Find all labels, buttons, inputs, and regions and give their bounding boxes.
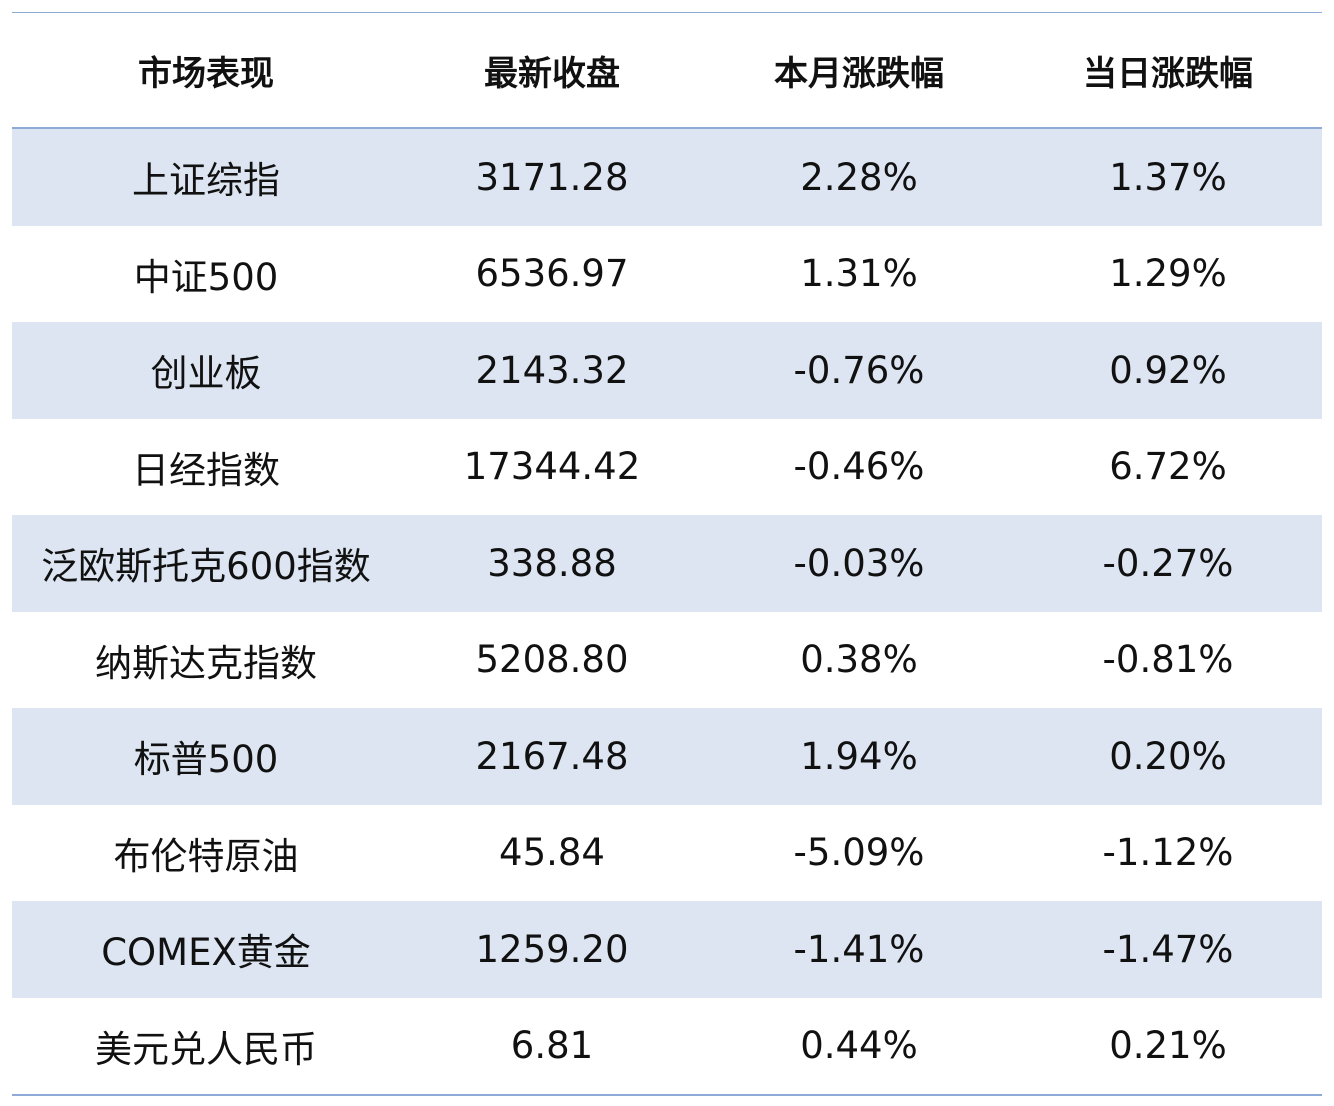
latest-close: 17344.42 [463,445,641,489]
market-performance-table: 市场表现 最新收盘 本月涨跌幅 当日涨跌幅 上证综指 3171.28 2.28%… [12,12,1322,1096]
market-name: 上证综指 [12,128,400,226]
table-row: 美元兑人民币 6.81 0.44% 0.21% [12,998,1322,1096]
table-row: 纳斯达克指数 5208.80 0.38% -0.81% [12,612,1322,709]
market-name: 布伦特原油 [113,834,299,878]
latest-close: 1259.20 [400,901,704,998]
market-name: 创业板 [12,322,400,419]
table-row: 布伦特原油 45.84 -5.09% -1.12% [12,805,1322,902]
market-name: 日经指数 [132,448,280,492]
month-change: -1.41% [704,901,1014,998]
market-name: 泛欧斯托克600指数 [12,515,400,612]
day-change: 1.29% [1109,252,1227,296]
month-change: 1.94% [704,708,1014,805]
header-latest-close: 最新收盘 [400,12,704,129]
header-market: 市场表现 [12,12,400,129]
market-name: 中证500 [133,255,279,299]
latest-close: 45.84 [499,831,605,875]
latest-close: 6.81 [510,1024,594,1068]
table-row: COMEX黄金 1259.20 -1.41% -1.47% [12,901,1322,998]
table-row: 日经指数 17344.42 -0.46% 6.72% [12,419,1322,516]
latest-close: 6536.97 [475,252,629,296]
table-row: 泛欧斯托克600指数 338.88 -0.03% -0.27% [12,515,1322,612]
table-row: 中证500 6536.97 1.31% 1.29% [12,226,1322,323]
month-change: -0.76% [704,322,1014,419]
header-day-change: 当日涨跌幅 [1014,12,1322,129]
day-change: 0.20% [1014,708,1322,805]
month-change: 1.31% [800,252,918,296]
month-change: -0.03% [704,515,1014,612]
market-name: 美元兑人民币 [95,1027,317,1071]
month-change: 0.44% [800,1024,918,1068]
latest-close: 5208.80 [475,638,629,682]
latest-close: 3171.28 [400,128,704,226]
month-change: 2.28% [704,128,1014,226]
header-month-change: 本月涨跌幅 [704,12,1014,129]
month-change: -0.46% [793,445,925,489]
latest-close: 338.88 [400,515,704,612]
day-change: -1.47% [1014,901,1322,998]
market-name: COMEX黄金 [12,901,400,998]
day-change: -1.12% [1102,831,1234,875]
latest-close: 2167.48 [400,708,704,805]
month-change: 0.38% [800,638,918,682]
market-name: 纳斯达克指数 [95,641,317,685]
table-row: 创业板 2143.32 -0.76% 0.92% [12,322,1322,419]
table-header: 市场表现 最新收盘 本月涨跌幅 当日涨跌幅 [12,12,1322,129]
day-change: -0.81% [1102,638,1234,682]
table-body: 上证综指 3171.28 2.28% 1.37% 中证500 6536.97 1… [12,128,1322,1095]
month-change: -5.09% [793,831,925,875]
day-change: 0.92% [1014,322,1322,419]
day-change: 1.37% [1014,128,1322,226]
day-change: 0.21% [1109,1024,1227,1068]
day-change: 6.72% [1109,445,1227,489]
table-row: 上证综指 3171.28 2.28% 1.37% [12,128,1322,226]
header-row: 市场表现 最新收盘 本月涨跌幅 当日涨跌幅 [12,12,1322,129]
table-row: 标普500 2167.48 1.94% 0.20% [12,708,1322,805]
market-name: 标普500 [12,708,400,805]
day-change: -0.27% [1014,515,1322,612]
latest-close: 2143.32 [400,322,704,419]
